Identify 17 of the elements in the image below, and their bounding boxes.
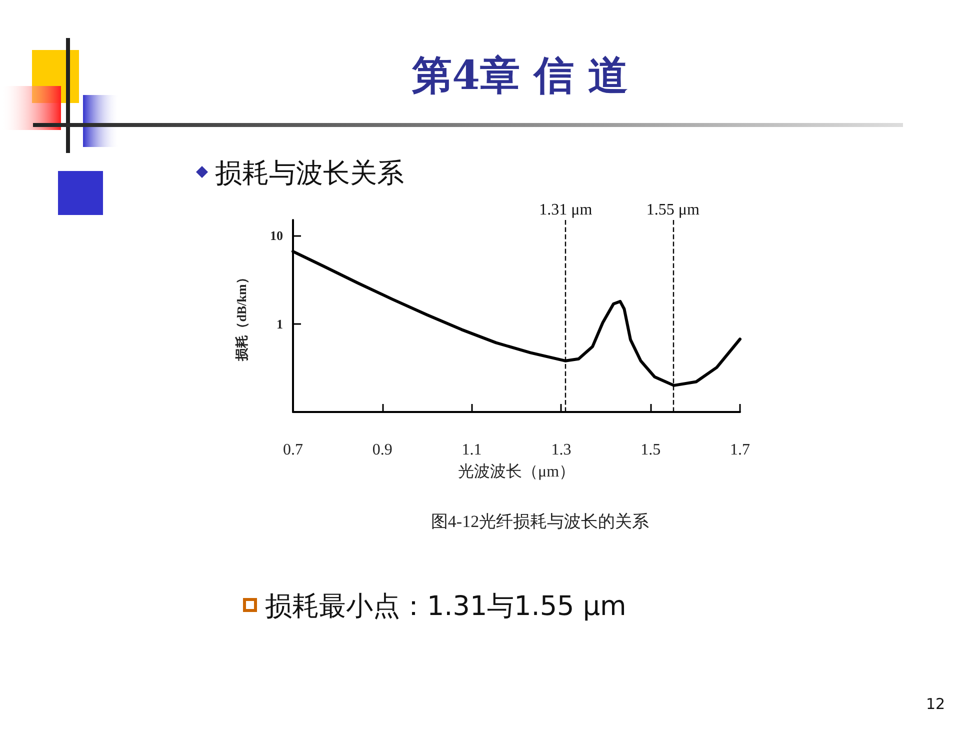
x-tick-label: 1.7	[730, 442, 750, 458]
ref-line-label: 1.31 μm	[539, 202, 593, 218]
x-tick-label: 1.3	[551, 442, 572, 458]
text: 12	[926, 695, 946, 713]
x-tick-label: 1.1	[462, 442, 482, 458]
y-tick-label: 10	[270, 228, 283, 244]
y-tick-label: 1	[276, 316, 283, 332]
x-tick-label: 0.7	[283, 442, 303, 458]
caption: 图4-12光纤损耗与波长的关系	[430, 511, 650, 533]
y-axis-title: 损耗（dB/km）	[234, 271, 249, 362]
x-axis-title: 光波波长（μm）	[458, 462, 576, 480]
text: 损耗最小点：1.31与1.55 μm	[265, 590, 626, 624]
ref-line-label: 1.55 μm	[646, 202, 700, 218]
chart-subtitle: 损耗与波长关系	[215, 157, 404, 191]
x-tick-label: 1.5	[640, 442, 661, 458]
chart-title: 第4章 信 道	[411, 51, 629, 101]
x-tick-label: 0.9	[372, 442, 392, 458]
